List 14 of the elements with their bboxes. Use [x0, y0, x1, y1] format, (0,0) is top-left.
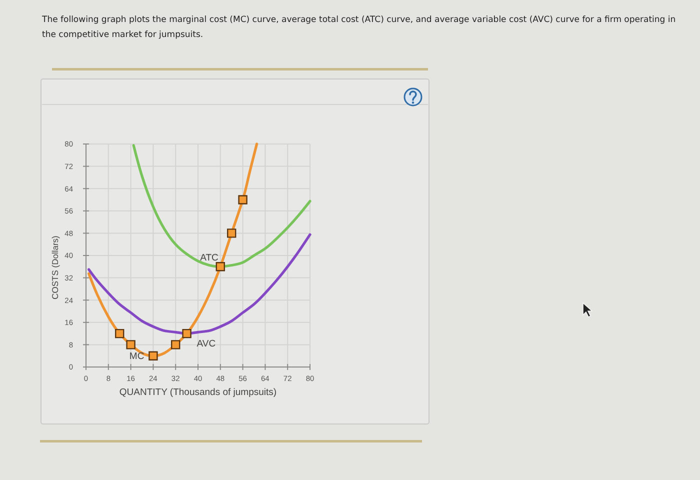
- point: [148, 351, 158, 360]
- point: [238, 195, 248, 204]
- point: [182, 328, 192, 338]
- point: [115, 328, 124, 338]
- point: [126, 340, 136, 350]
- x-axis-title: QUANTITY (Thousands of jumpsuits): [119, 387, 277, 398]
- y-axis-title: COSTS (Dollars): [50, 235, 60, 300]
- series-label: AVC: [196, 338, 216, 350]
- point: [216, 262, 225, 272]
- series-label: MC: [129, 350, 144, 362]
- series-label: ATC: [200, 252, 219, 264]
- point: [171, 340, 180, 350]
- text: The following graph plots the marginal cost (MC) curve, average total cost (ATC) curve, and average variable cost (AVC) curve for a firm operating in the competitive market for jumpsuits.: [42, 14, 677, 42]
- point: [227, 228, 236, 238]
